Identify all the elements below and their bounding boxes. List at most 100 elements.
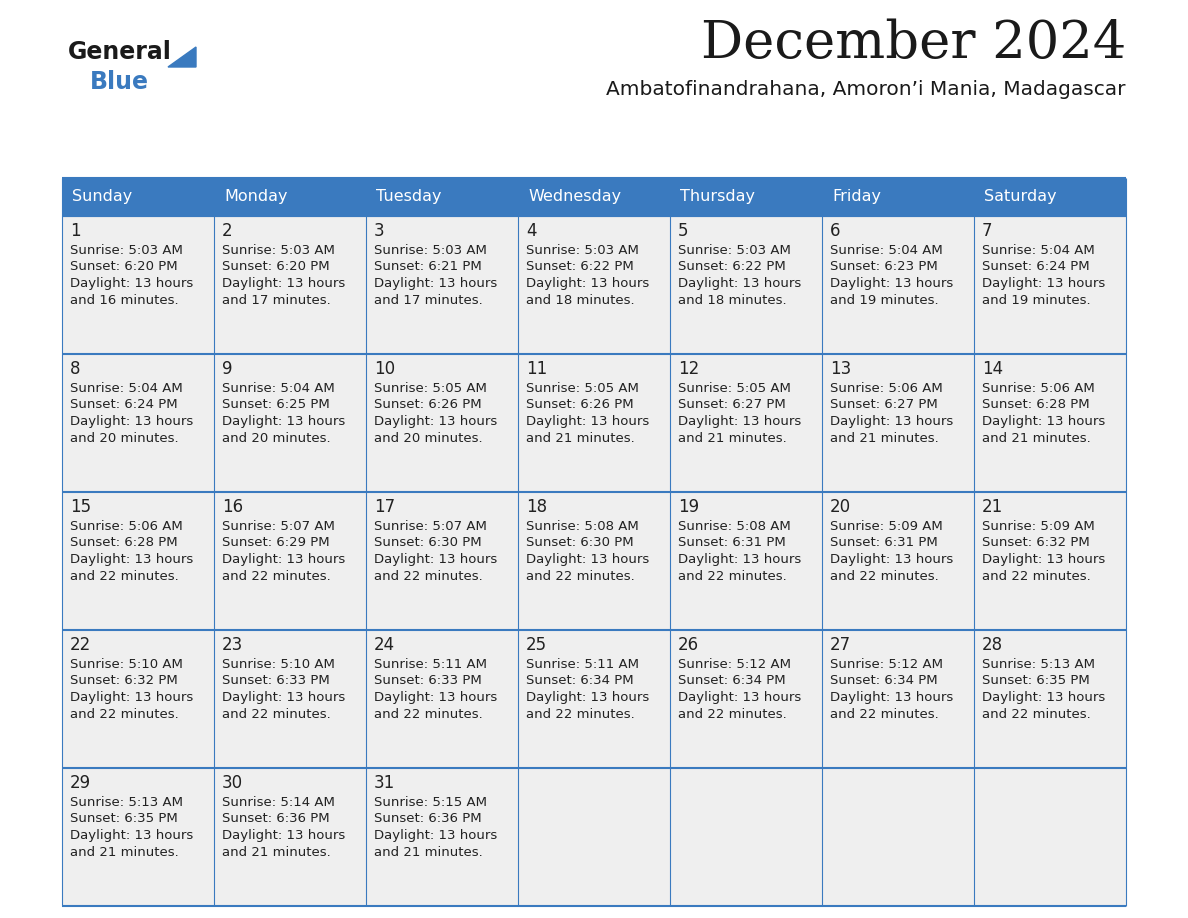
Text: and 22 minutes.: and 22 minutes. <box>70 708 178 721</box>
Text: Sunrise: 5:05 AM: Sunrise: 5:05 AM <box>526 382 639 395</box>
Text: 18: 18 <box>526 498 548 516</box>
Bar <box>62 178 1126 216</box>
Text: 24: 24 <box>374 636 396 654</box>
Bar <box>62 630 1126 768</box>
Text: Sunrise: 5:12 AM: Sunrise: 5:12 AM <box>678 658 791 671</box>
Text: and 20 minutes.: and 20 minutes. <box>70 431 178 444</box>
Text: and 22 minutes.: and 22 minutes. <box>374 708 482 721</box>
Text: 8: 8 <box>70 360 81 378</box>
Text: Sunset: 6:36 PM: Sunset: 6:36 PM <box>374 812 481 825</box>
Text: and 21 minutes.: and 21 minutes. <box>830 431 939 444</box>
Text: and 16 minutes.: and 16 minutes. <box>70 294 178 307</box>
Text: Sunrise: 5:10 AM: Sunrise: 5:10 AM <box>222 658 335 671</box>
Text: 6: 6 <box>830 222 840 240</box>
Text: Daylight: 13 hours: Daylight: 13 hours <box>222 691 346 704</box>
Text: Sunset: 6:24 PM: Sunset: 6:24 PM <box>70 398 178 411</box>
Text: and 22 minutes.: and 22 minutes. <box>222 708 330 721</box>
Text: Sunset: 6:34 PM: Sunset: 6:34 PM <box>678 675 785 688</box>
Text: 2: 2 <box>222 222 233 240</box>
Text: 17: 17 <box>374 498 396 516</box>
Text: Sunset: 6:29 PM: Sunset: 6:29 PM <box>222 536 329 550</box>
Text: Wednesday: Wednesday <box>527 189 621 205</box>
Text: Tuesday: Tuesday <box>375 189 442 205</box>
Text: and 22 minutes.: and 22 minutes. <box>830 708 939 721</box>
Text: 15: 15 <box>70 498 91 516</box>
Text: 10: 10 <box>374 360 396 378</box>
Text: Sunrise: 5:03 AM: Sunrise: 5:03 AM <box>526 244 639 257</box>
Text: Daylight: 13 hours: Daylight: 13 hours <box>982 277 1105 290</box>
Text: December 2024: December 2024 <box>701 18 1126 69</box>
Text: Daylight: 13 hours: Daylight: 13 hours <box>982 553 1105 566</box>
Text: Friday: Friday <box>832 189 881 205</box>
Text: Sunset: 6:31 PM: Sunset: 6:31 PM <box>830 536 937 550</box>
Text: 7: 7 <box>982 222 992 240</box>
Text: 19: 19 <box>678 498 699 516</box>
Text: Sunset: 6:26 PM: Sunset: 6:26 PM <box>526 398 633 411</box>
Text: Blue: Blue <box>90 70 148 94</box>
Text: Sunset: 6:28 PM: Sunset: 6:28 PM <box>70 536 178 550</box>
Text: Daylight: 13 hours: Daylight: 13 hours <box>222 415 346 428</box>
Text: and 22 minutes.: and 22 minutes. <box>678 569 786 583</box>
Text: Sunrise: 5:03 AM: Sunrise: 5:03 AM <box>374 244 487 257</box>
Text: and 17 minutes.: and 17 minutes. <box>374 294 482 307</box>
Text: Sunrise: 5:12 AM: Sunrise: 5:12 AM <box>830 658 943 671</box>
Text: Sunrise: 5:09 AM: Sunrise: 5:09 AM <box>830 520 943 533</box>
Text: 13: 13 <box>830 360 852 378</box>
Text: Daylight: 13 hours: Daylight: 13 hours <box>70 829 194 842</box>
Text: Daylight: 13 hours: Daylight: 13 hours <box>982 415 1105 428</box>
Text: and 21 minutes.: and 21 minutes. <box>526 431 634 444</box>
Text: and 19 minutes.: and 19 minutes. <box>982 294 1091 307</box>
Text: 12: 12 <box>678 360 700 378</box>
Text: Daylight: 13 hours: Daylight: 13 hours <box>222 553 346 566</box>
Text: 31: 31 <box>374 774 396 792</box>
Text: and 20 minutes.: and 20 minutes. <box>374 431 482 444</box>
Text: Sunset: 6:32 PM: Sunset: 6:32 PM <box>70 675 178 688</box>
Bar <box>62 492 1126 630</box>
Text: Daylight: 13 hours: Daylight: 13 hours <box>830 277 953 290</box>
Text: Sunset: 6:22 PM: Sunset: 6:22 PM <box>678 261 785 274</box>
Text: Sunrise: 5:14 AM: Sunrise: 5:14 AM <box>222 796 335 809</box>
Text: 11: 11 <box>526 360 548 378</box>
Text: Daylight: 13 hours: Daylight: 13 hours <box>222 277 346 290</box>
Text: 23: 23 <box>222 636 244 654</box>
Text: Sunrise: 5:10 AM: Sunrise: 5:10 AM <box>70 658 183 671</box>
Text: Sunset: 6:35 PM: Sunset: 6:35 PM <box>70 812 178 825</box>
Text: Ambatofinandrahana, Amoron’i Mania, Madagascar: Ambatofinandrahana, Amoron’i Mania, Mada… <box>607 80 1126 99</box>
Text: Daylight: 13 hours: Daylight: 13 hours <box>678 553 801 566</box>
Text: and 22 minutes.: and 22 minutes. <box>374 569 482 583</box>
Text: 26: 26 <box>678 636 699 654</box>
Text: 4: 4 <box>526 222 537 240</box>
Text: Daylight: 13 hours: Daylight: 13 hours <box>374 415 498 428</box>
Text: Sunrise: 5:05 AM: Sunrise: 5:05 AM <box>678 382 791 395</box>
Text: 29: 29 <box>70 774 91 792</box>
Text: Thursday: Thursday <box>680 189 756 205</box>
Text: and 22 minutes.: and 22 minutes. <box>982 569 1091 583</box>
Text: and 21 minutes.: and 21 minutes. <box>982 431 1091 444</box>
Text: Sunrise: 5:08 AM: Sunrise: 5:08 AM <box>678 520 791 533</box>
Text: Daylight: 13 hours: Daylight: 13 hours <box>222 829 346 842</box>
Text: Saturday: Saturday <box>984 189 1056 205</box>
Text: Sunset: 6:34 PM: Sunset: 6:34 PM <box>526 675 633 688</box>
Text: Daylight: 13 hours: Daylight: 13 hours <box>70 553 194 566</box>
Text: Daylight: 13 hours: Daylight: 13 hours <box>374 691 498 704</box>
Text: 25: 25 <box>526 636 548 654</box>
Text: Sunrise: 5:04 AM: Sunrise: 5:04 AM <box>830 244 943 257</box>
Bar <box>62 216 1126 354</box>
Text: 5: 5 <box>678 222 689 240</box>
Text: Daylight: 13 hours: Daylight: 13 hours <box>70 277 194 290</box>
Text: Sunset: 6:25 PM: Sunset: 6:25 PM <box>222 398 330 411</box>
Text: Sunset: 6:32 PM: Sunset: 6:32 PM <box>982 536 1089 550</box>
Text: Sunset: 6:24 PM: Sunset: 6:24 PM <box>982 261 1089 274</box>
Text: Sunset: 6:27 PM: Sunset: 6:27 PM <box>678 398 785 411</box>
Text: Daylight: 13 hours: Daylight: 13 hours <box>374 553 498 566</box>
Text: Daylight: 13 hours: Daylight: 13 hours <box>830 553 953 566</box>
Text: Sunset: 6:35 PM: Sunset: 6:35 PM <box>982 675 1089 688</box>
Text: Sunrise: 5:15 AM: Sunrise: 5:15 AM <box>374 796 487 809</box>
Text: Sunset: 6:20 PM: Sunset: 6:20 PM <box>70 261 178 274</box>
Text: 28: 28 <box>982 636 1003 654</box>
Text: Sunrise: 5:11 AM: Sunrise: 5:11 AM <box>374 658 487 671</box>
Text: 1: 1 <box>70 222 81 240</box>
Text: Sunrise: 5:06 AM: Sunrise: 5:06 AM <box>70 520 183 533</box>
Text: Sunrise: 5:04 AM: Sunrise: 5:04 AM <box>222 382 335 395</box>
Text: and 22 minutes.: and 22 minutes. <box>222 569 330 583</box>
